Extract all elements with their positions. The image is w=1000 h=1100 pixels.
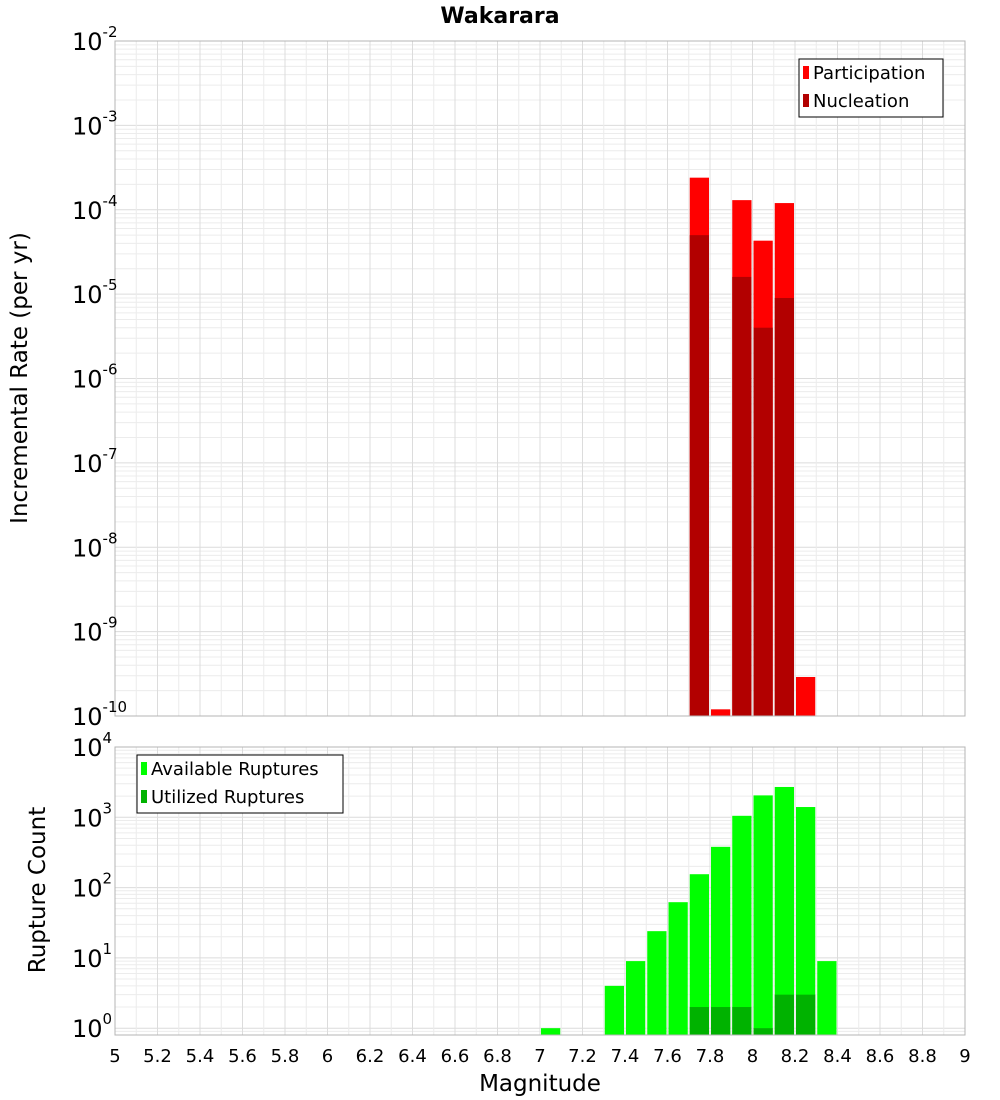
bar-available-ruptures	[817, 961, 837, 1035]
x-tick-label: 6	[322, 1046, 333, 1067]
bar-overlay-utilized-ruptures	[796, 994, 816, 1035]
y-tick-label: 10-8	[72, 529, 118, 562]
legend-swatch	[803, 66, 809, 79]
magnitude-x-axis-label: Magnitude	[479, 1071, 601, 1097]
rate-plot-border	[114, 40, 966, 717]
x-tick-label: 8.2	[781, 1046, 810, 1067]
x-tick-label: 5	[109, 1046, 120, 1067]
x-tick-label: 7.8	[696, 1046, 725, 1067]
bar-overlay-utilized-ruptures	[711, 1007, 731, 1035]
legend-label: Available Ruptures	[151, 759, 319, 780]
x-tick-label: 5.2	[143, 1046, 172, 1067]
x-tick-label: 8.4	[823, 1046, 852, 1067]
bar-available-ruptures	[604, 985, 624, 1035]
legend-label: Utilized Ruptures	[151, 787, 304, 808]
legend-label: Nucleation	[813, 91, 909, 112]
x-tick-label: 7.6	[653, 1046, 682, 1067]
count-plot-border	[114, 746, 966, 1036]
legend-swatch	[141, 790, 147, 803]
y-tick-label: 101	[72, 940, 112, 973]
legend-swatch	[141, 762, 147, 775]
bar-overlay-nucleation	[689, 235, 709, 716]
y-tick-label: 10-10	[72, 698, 127, 731]
y-tick-label: 10-4	[72, 192, 118, 225]
legend-label: Participation	[813, 63, 925, 84]
x-ticks: 5 5.2 5.4 5.6 5.8 6 6.2 6.4 6.6 6.8 7 7.2 7.4 7.6 7.8 8…	[109, 1046, 970, 1067]
rate-bars	[689, 177, 816, 717]
x-tick-label: 6.8	[483, 1046, 512, 1067]
bar-available-ruptures	[668, 902, 688, 1035]
count-bars	[541, 786, 837, 1035]
count-y-axis-label: Rupture Count	[25, 807, 51, 973]
count-legend: Available Ruptures Utilized Ruptures	[136, 754, 344, 814]
y-tick-label: 10-9	[72, 614, 118, 647]
y-tick-label: 100	[72, 1010, 112, 1043]
bar-available-ruptures	[647, 931, 667, 1035]
y-tick-label: 10-5	[72, 276, 118, 309]
x-tick-label: 5.8	[271, 1046, 300, 1067]
bar-overlay-utilized-ruptures	[774, 994, 794, 1035]
bar-available-ruptures	[689, 874, 709, 1035]
bar-overlay-utilized-ruptures	[732, 1007, 752, 1035]
x-tick-label: 5.4	[186, 1046, 215, 1067]
bar-overlay-nucleation	[732, 276, 752, 716]
y-tick-label: 10-7	[72, 445, 118, 478]
rate-y-ticks: 10-10 10-9 10-8 10-7 10-6 10-5 10-4 10-3 10-2	[72, 23, 127, 731]
x-tick-label: 8.8	[908, 1046, 937, 1067]
x-tick-label: 6.6	[441, 1046, 470, 1067]
bar-available-ruptures	[626, 961, 646, 1035]
rate-legend: Participation Nucleation	[798, 58, 944, 118]
bar-participation	[796, 676, 816, 716]
chart-title: Wakarara	[440, 4, 559, 29]
bar-available-ruptures	[711, 846, 731, 1035]
bar-overlay-utilized-ruptures	[753, 1028, 773, 1035]
count-y-ticks: 100 101 102 103 104	[72, 729, 112, 1043]
x-tick-label: 9	[959, 1046, 970, 1067]
bar-available-ruptures	[753, 795, 773, 1035]
x-tick-label: 7.4	[611, 1046, 640, 1067]
bar-available-ruptures	[732, 815, 752, 1035]
legend-swatch	[803, 94, 809, 107]
y-tick-label: 104	[72, 729, 112, 762]
bar-available-ruptures	[774, 786, 794, 1035]
y-tick-label: 10-3	[72, 107, 118, 140]
legend-box	[136, 754, 344, 814]
bar-overlay-nucleation	[774, 297, 794, 716]
bar-available-ruptures	[796, 807, 816, 1035]
bar-participation	[711, 709, 731, 716]
y-tick-label: 103	[72, 799, 112, 832]
rate-panel: 10-10 10-9 10-8 10-7 10-6 10-5 10-4 10-3 10-2 Par…	[72, 23, 966, 731]
count-panel: 100 101 102 103 104 Available Ruptures Utilize…	[72, 729, 971, 1067]
x-tick-label: 6.2	[356, 1046, 385, 1067]
y-tick-label: 10-6	[72, 361, 118, 394]
x-tick-label: 6.4	[398, 1046, 427, 1067]
x-tick-label: 7.2	[568, 1046, 597, 1067]
bar-overlay-utilized-ruptures	[689, 1007, 709, 1035]
rate-y-axis-label: Incremental Rate (per yr)	[7, 232, 33, 524]
x-tick-label: 8	[747, 1046, 758, 1067]
bar-overlay-nucleation	[753, 327, 773, 716]
x-tick-label: 8.6	[866, 1046, 895, 1067]
y-tick-label: 10-2	[72, 23, 118, 56]
x-tick-label: 5.6	[228, 1046, 257, 1067]
rate-grid	[114, 41, 966, 717]
y-tick-label: 102	[72, 870, 112, 903]
legend-box	[798, 58, 944, 118]
x-tick-label: 7	[534, 1046, 545, 1067]
bar-available-ruptures	[541, 1028, 561, 1035]
